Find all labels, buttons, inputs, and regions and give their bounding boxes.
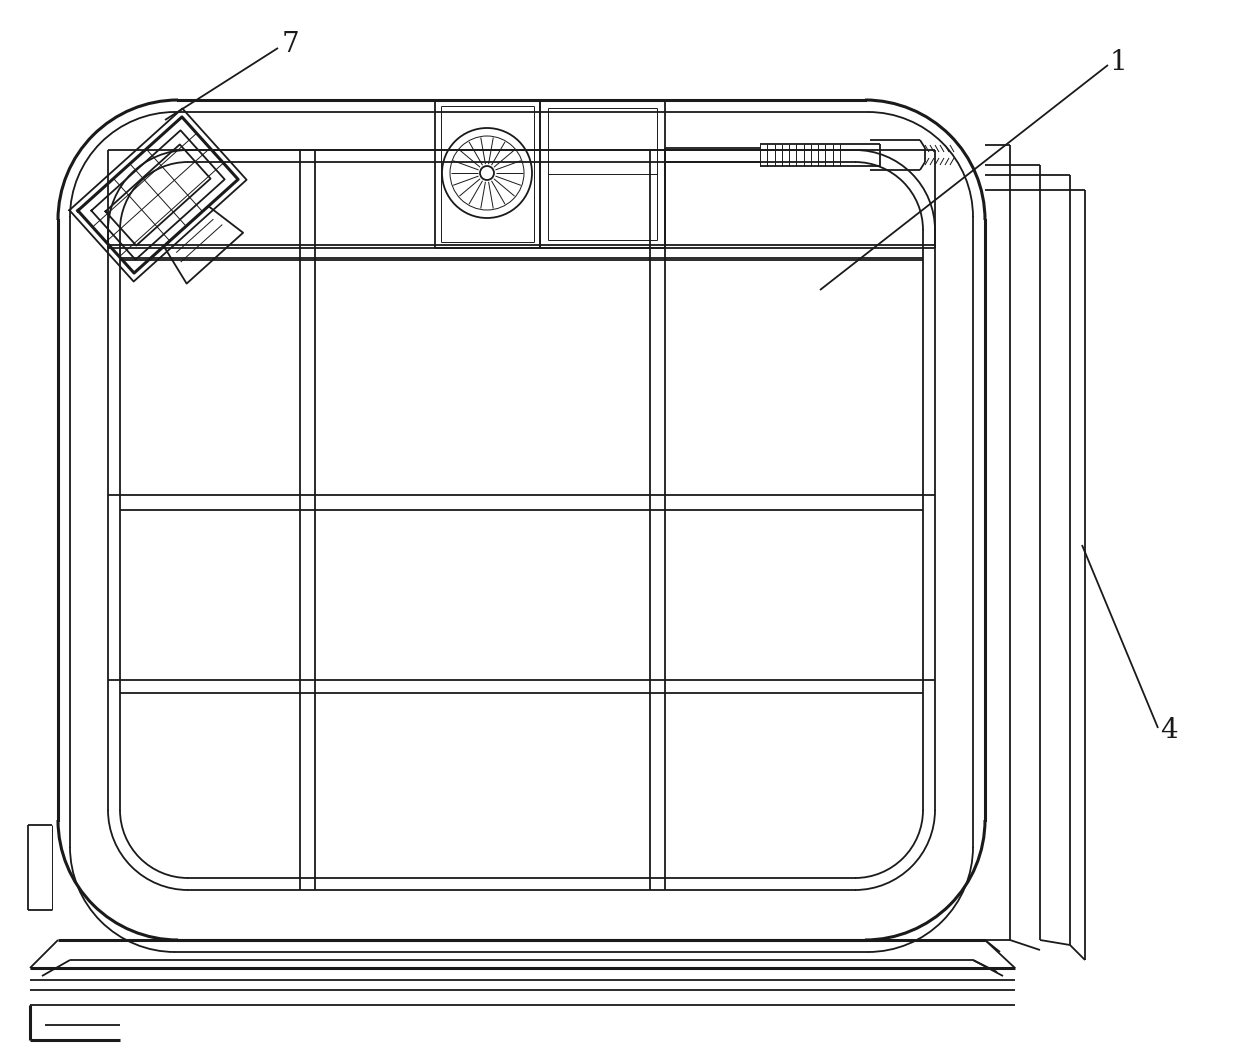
Text: 7: 7 — [281, 31, 300, 58]
Text: 1: 1 — [1110, 49, 1127, 75]
Text: 4: 4 — [1159, 717, 1178, 744]
